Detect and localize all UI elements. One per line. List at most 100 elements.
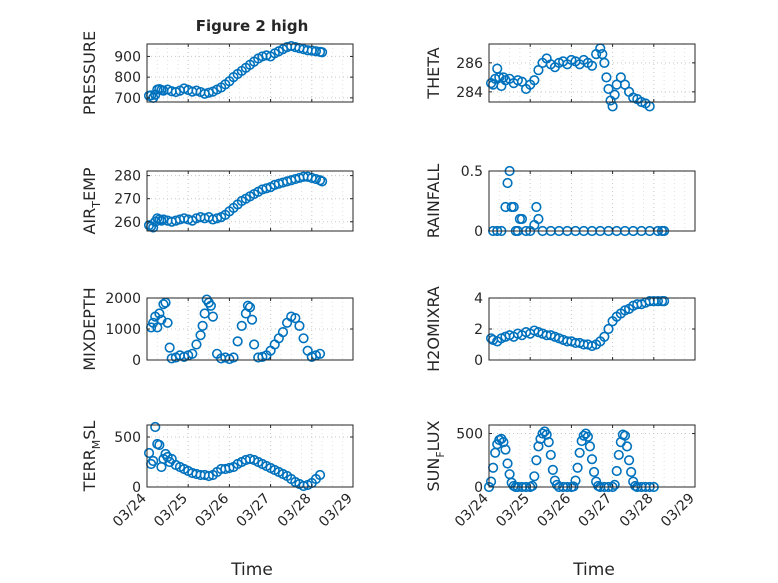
rainfall-data-point bbox=[502, 177, 513, 189]
rainfall-data-point bbox=[516, 213, 528, 225]
air_temp-data-point bbox=[211, 213, 223, 224]
air_temp-y-tick-label: 270 bbox=[114, 192, 141, 208]
sun_flux-data-point bbox=[626, 466, 637, 478]
air_temp-y-tick-label: 280 bbox=[114, 169, 141, 185]
terr_msl-plot-area bbox=[147, 425, 353, 487]
sun_flux-data-point bbox=[485, 476, 497, 487]
mixdepth-y-axis-label: MIXDEPTH bbox=[80, 287, 99, 370]
mixdepth-y-tick-label: 2000 bbox=[105, 291, 141, 307]
sun_flux-y-tick-label: 500 bbox=[456, 427, 483, 443]
theta-data-point bbox=[607, 101, 618, 112]
theta-data-point bbox=[601, 72, 612, 83]
mixdepth-data-point bbox=[156, 314, 167, 325]
sun_flux-data-point bbox=[545, 449, 556, 461]
mixdepth-data-point bbox=[164, 342, 175, 353]
sun_flux-data-point bbox=[588, 466, 600, 478]
sun_flux-x-tick-label: 03/26 bbox=[534, 490, 574, 530]
mixdepth-data-point bbox=[187, 348, 198, 359]
air_temp-y-axis-label: AIRTEMP bbox=[80, 167, 103, 234]
sun_flux-data-point bbox=[502, 458, 513, 469]
terr_msl-y-axis-label: TERRMSL bbox=[80, 421, 103, 493]
x-axis-label-right: Time bbox=[572, 560, 615, 580]
air_temp-data-point bbox=[317, 176, 328, 187]
mixdepth-data-point bbox=[158, 299, 169, 310]
mixdepth-data-point bbox=[162, 317, 173, 328]
sun_flux-data-point bbox=[572, 462, 583, 473]
mixdepth-data-point bbox=[207, 311, 219, 322]
rainfall-y-tick-label: 0 bbox=[474, 224, 483, 240]
mixdepth-data-point bbox=[154, 308, 165, 319]
terr_msl-data-point bbox=[150, 421, 161, 433]
mixdepth-data-point bbox=[294, 320, 305, 332]
h2omixra-data-point bbox=[603, 323, 614, 335]
terr_msl-x-tick-label: 03/28 bbox=[275, 491, 315, 531]
sun_flux-axes-box bbox=[488, 424, 696, 488]
theta-y-axis-label: THETA bbox=[424, 47, 443, 99]
theta-data-point bbox=[586, 60, 598, 71]
pressure-y-tick-label: 700 bbox=[114, 91, 141, 107]
mixdepth-data-point bbox=[191, 339, 202, 350]
sun_flux-data-point bbox=[529, 471, 540, 482]
air_temp-y-tick-label: 260 bbox=[114, 215, 141, 231]
mixdepth-data-point bbox=[197, 320, 208, 332]
terr_msl-axes-box bbox=[146, 424, 354, 488]
h2omixra-y-tick-label: 4 bbox=[474, 291, 483, 307]
terr_msl-data-point bbox=[314, 469, 326, 481]
sun_flux-x-tick-label: 03/28 bbox=[617, 491, 657, 531]
terr_msl-data-point bbox=[203, 470, 214, 482]
x-axis-label-left: Time bbox=[230, 560, 273, 580]
theta-data-point bbox=[609, 89, 620, 100]
panel-terr_msl: 0 500 03/24 03/25 03/26 03/27 03/28 03/29 TERRMS… bbox=[80, 421, 356, 531]
mixdepth-data-point bbox=[314, 348, 326, 359]
air_temp-data-point bbox=[310, 173, 322, 185]
rainfall-y-tick-label: 0.5 bbox=[461, 164, 483, 180]
sun_flux-y-tick-label: 0 bbox=[474, 480, 483, 496]
mixdepth-data-point bbox=[249, 339, 260, 350]
sun_flux-x-tick-label: 03/25 bbox=[493, 491, 533, 531]
pressure-axes-box bbox=[146, 43, 354, 103]
terr_msl-y-tick-label: 500 bbox=[114, 430, 141, 446]
pressure-data-point bbox=[310, 46, 322, 57]
terr_msl-data-point bbox=[224, 462, 235, 474]
sun_flux-data-point bbox=[574, 447, 585, 458]
sun_flux-data-point bbox=[619, 430, 631, 441]
air_temp-data-point bbox=[261, 183, 272, 194]
sun_flux-x-tick-label: 03/24 bbox=[452, 490, 492, 530]
panel-sun_flux: 0 500 03/24 03/25 03/26 03/27 03/28 03/29 SUNFLU… bbox=[424, 420, 698, 530]
sun_flux-data-point bbox=[500, 444, 511, 455]
mixdepth-data-point bbox=[246, 314, 258, 325]
terr_msl-x-tick-label: 03/24 bbox=[110, 490, 150, 530]
rainfall-y-axis-label: RAINFALL bbox=[424, 164, 443, 239]
panel-air_temp: 260 270 280 AIRTEMP bbox=[80, 167, 354, 235]
mixdepth-data-point bbox=[244, 302, 256, 313]
mixdepth-data-point bbox=[205, 300, 216, 311]
air_temp-data-point bbox=[148, 222, 159, 233]
sun_flux-data-point bbox=[543, 437, 554, 448]
mixdepth-data-point bbox=[236, 320, 247, 332]
sun_flux-data-point bbox=[570, 475, 581, 486]
terr_msl-x-tick-label: 03/29 bbox=[316, 491, 356, 531]
air_temp-axes-box bbox=[146, 170, 354, 232]
sun_flux-data-point bbox=[582, 431, 593, 442]
panel-theta: 284 286 THETA bbox=[424, 43, 696, 112]
sun_flux-data-point bbox=[621, 441, 633, 452]
sun_flux-data-point bbox=[578, 430, 589, 441]
mixdepth-data-point bbox=[298, 333, 309, 344]
mixdepth-data-point bbox=[277, 327, 289, 338]
panel-pressure: 700 800 900 PRESSURE bbox=[80, 31, 354, 115]
sun_flux-data-point bbox=[609, 479, 620, 490]
theta-data-point bbox=[603, 83, 614, 95]
sun_flux-data-point bbox=[613, 449, 624, 461]
h2omixra-y-tick-label: 0 bbox=[474, 353, 483, 369]
mixdepth-y-tick-label: 0 bbox=[132, 353, 141, 369]
mixdepth-y-tick-label: 1000 bbox=[105, 322, 141, 338]
pressure-data-point bbox=[317, 47, 328, 58]
theta-data-point bbox=[529, 75, 540, 86]
sun_flux-y-axis-label: SUNFLUX bbox=[424, 420, 447, 491]
sun_flux-data-point bbox=[547, 464, 558, 475]
mixdepth-data-point bbox=[195, 330, 206, 341]
sun_flux-data-point bbox=[527, 480, 538, 492]
pressure-y-tick-label: 900 bbox=[114, 49, 141, 65]
sun_flux-data-point bbox=[584, 441, 596, 452]
